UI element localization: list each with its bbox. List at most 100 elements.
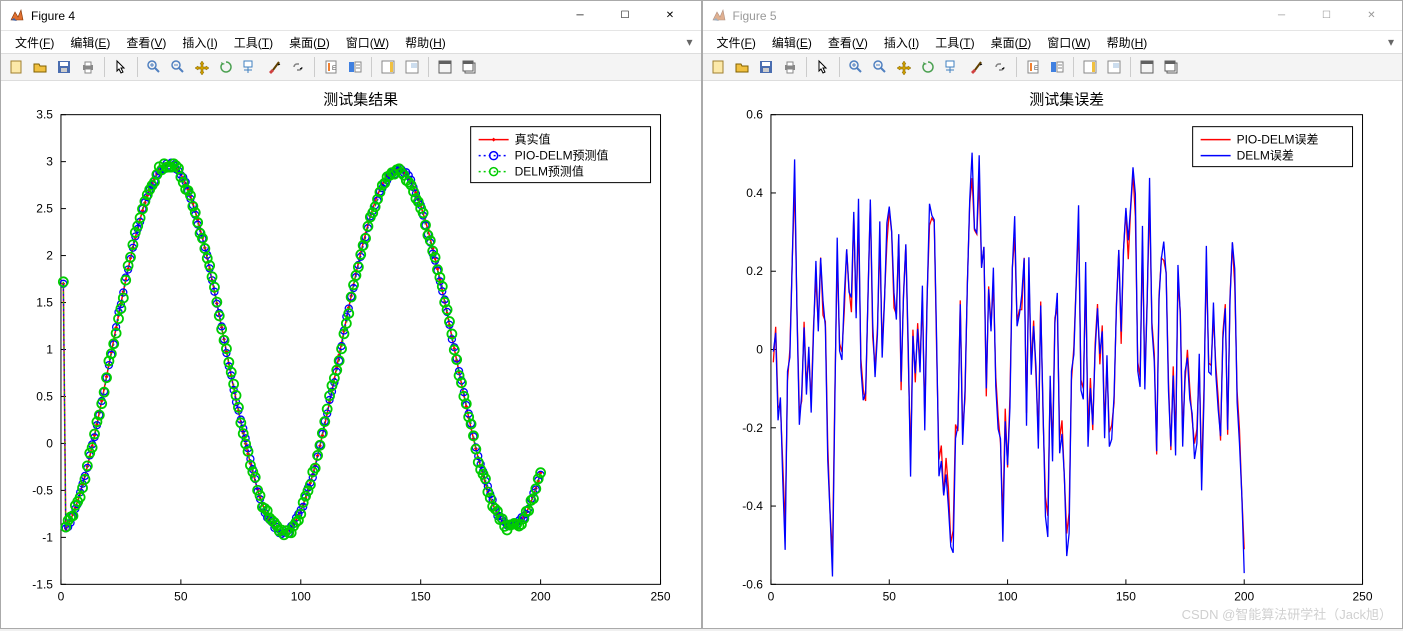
svg-text:50: 50 — [882, 589, 896, 603]
menu-编辑e[interactable]: 编辑(E) — [764, 32, 820, 53]
brush-button[interactable] — [263, 56, 285, 78]
svg-text:-0.6: -0.6 — [742, 577, 763, 591]
toolbar: E — [1, 53, 701, 81]
svg-text:3: 3 — [46, 155, 53, 169]
canvas-area[interactable]: 测试集结果050100150200250-1.5-1-0.500.511.522… — [1, 81, 701, 628]
menu-工具t[interactable]: 工具(T) — [927, 32, 982, 53]
titlebar[interactable]: Figure 5 ─ ☐ ✕ — [703, 1, 1403, 31]
menu-编辑e[interactable]: 编辑(E) — [62, 32, 118, 53]
menu-桌面d[interactable]: 桌面(D) — [983, 32, 1040, 53]
zoom-in-button[interactable] — [143, 56, 165, 78]
pointer-button[interactable] — [812, 56, 834, 78]
window-title: Figure 4 — [31, 9, 558, 23]
menu-文件f[interactable]: 文件(F) — [7, 32, 62, 53]
maximize-button[interactable]: ☐ — [1304, 1, 1349, 30]
matlab-icon — [711, 8, 727, 24]
menubar: 文件(F)编辑(E)查看(V)插入(I)工具(T)桌面(D)窗口(W)帮助(H)… — [703, 31, 1403, 53]
datacursor-button[interactable] — [941, 56, 963, 78]
svg-text:-1.5: -1.5 — [32, 577, 53, 591]
svg-text:0: 0 — [46, 436, 53, 450]
menu-插入i[interactable]: 插入(I) — [174, 32, 225, 53]
datacursor-button[interactable] — [239, 56, 261, 78]
link-button[interactable] — [989, 56, 1011, 78]
zoom-in-button[interactable] — [845, 56, 867, 78]
colorbar-button[interactable]: E — [320, 56, 342, 78]
svg-text:100: 100 — [291, 589, 311, 603]
undock-button[interactable] — [1160, 56, 1182, 78]
svg-text:E: E — [1034, 66, 1038, 72]
rotate-button[interactable] — [215, 56, 237, 78]
pointer-button[interactable] — [110, 56, 132, 78]
svg-text:0.4: 0.4 — [746, 186, 763, 200]
chart-errors: 测试集误差050100150200250-0.6-0.4-0.200.20.40… — [703, 81, 1403, 628]
colorbar-button[interactable]: E — [1022, 56, 1044, 78]
menu-查看v[interactable]: 查看(V) — [820, 32, 876, 53]
print-button[interactable] — [779, 56, 801, 78]
svg-text:-0.4: -0.4 — [742, 499, 763, 513]
menu-桌面d[interactable]: 桌面(D) — [281, 32, 338, 53]
maximize-button[interactable]: ☐ — [603, 1, 648, 30]
undock-button[interactable] — [458, 56, 480, 78]
legend-button[interactable] — [344, 56, 366, 78]
save-button[interactable] — [755, 56, 777, 78]
chart-results: 测试集结果050100150200250-1.5-1-0.500.511.522… — [1, 81, 701, 628]
zoom-out-button[interactable] — [167, 56, 189, 78]
menu-窗口w[interactable]: 窗口(W) — [1039, 32, 1098, 53]
menu-chevron-icon[interactable]: ▾ — [1388, 35, 1394, 49]
new-button[interactable] — [5, 56, 27, 78]
svg-text:-0.5: -0.5 — [32, 483, 53, 497]
figure-window-4: Figure 4 ─ ☐ ✕ 文件(F)编辑(E)查看(V)插入(I)工具(T)… — [0, 0, 702, 629]
insert-legend-button[interactable] — [401, 56, 423, 78]
insert-legend-button[interactable] — [1103, 56, 1125, 78]
print-button[interactable] — [77, 56, 99, 78]
new-button[interactable] — [707, 56, 729, 78]
titlebar[interactable]: Figure 4 ─ ☐ ✕ — [1, 1, 701, 31]
insert-colorbar-button[interactable] — [377, 56, 399, 78]
figure-window-5: Figure 5 ─ ☐ ✕ 文件(F)编辑(E)查看(V)插入(I)工具(T)… — [702, 0, 1403, 629]
menu-插入i[interactable]: 插入(I) — [876, 32, 927, 53]
zoom-out-button[interactable] — [869, 56, 891, 78]
menu-帮助h[interactable]: 帮助(H) — [397, 32, 454, 53]
open-button[interactable] — [731, 56, 753, 78]
open-button[interactable] — [29, 56, 51, 78]
minimize-button[interactable]: ─ — [558, 1, 603, 30]
save-button[interactable] — [53, 56, 75, 78]
menubar: 文件(F)编辑(E)查看(V)插入(I)工具(T)桌面(D)窗口(W)帮助(H)… — [1, 31, 701, 53]
svg-text:150: 150 — [1115, 589, 1135, 603]
canvas-area[interactable]: 测试集误差050100150200250-0.6-0.4-0.200.20.40… — [703, 81, 1403, 628]
menu-帮助h[interactable]: 帮助(H) — [1099, 32, 1156, 53]
dock-button[interactable] — [1136, 56, 1158, 78]
svg-text:E: E — [332, 66, 336, 72]
svg-text:PIO-DELM预测值: PIO-DELM预测值 — [515, 148, 609, 163]
close-button[interactable]: ✕ — [648, 1, 693, 30]
pan-button[interactable] — [191, 56, 213, 78]
matlab-icon — [9, 8, 25, 24]
svg-text:PIO-DELM误差: PIO-DELM误差 — [1236, 133, 1318, 147]
minimize-button[interactable]: ─ — [1259, 1, 1304, 30]
rotate-button[interactable] — [917, 56, 939, 78]
svg-text:测试集结果: 测试集结果 — [323, 92, 398, 109]
window-title: Figure 5 — [733, 9, 1260, 23]
menu-工具t[interactable]: 工具(T) — [226, 32, 281, 53]
menu-文件f[interactable]: 文件(F) — [709, 32, 764, 53]
menu-查看v[interactable]: 查看(V) — [118, 32, 174, 53]
pan-button[interactable] — [893, 56, 915, 78]
svg-text:2: 2 — [46, 249, 53, 263]
svg-text:-1: -1 — [42, 530, 53, 544]
svg-text:DELM误差: DELM误差 — [1236, 149, 1293, 163]
dock-button[interactable] — [434, 56, 456, 78]
menu-窗口w[interactable]: 窗口(W) — [338, 32, 397, 53]
svg-text:200: 200 — [1234, 589, 1254, 603]
brush-button[interactable] — [965, 56, 987, 78]
svg-text:1.5: 1.5 — [36, 296, 53, 310]
close-button[interactable]: ✕ — [1349, 1, 1394, 30]
link-button[interactable] — [287, 56, 309, 78]
legend-button[interactable] — [1046, 56, 1068, 78]
svg-text:测试集误差: 测试集误差 — [1029, 92, 1104, 109]
menu-chevron-icon[interactable]: ▾ — [686, 35, 692, 49]
svg-text:0: 0 — [58, 589, 65, 603]
insert-colorbar-button[interactable] — [1079, 56, 1101, 78]
svg-text:150: 150 — [411, 589, 431, 603]
svg-text:2.5: 2.5 — [36, 202, 53, 216]
svg-text:真实值: 真实值 — [515, 132, 551, 147]
